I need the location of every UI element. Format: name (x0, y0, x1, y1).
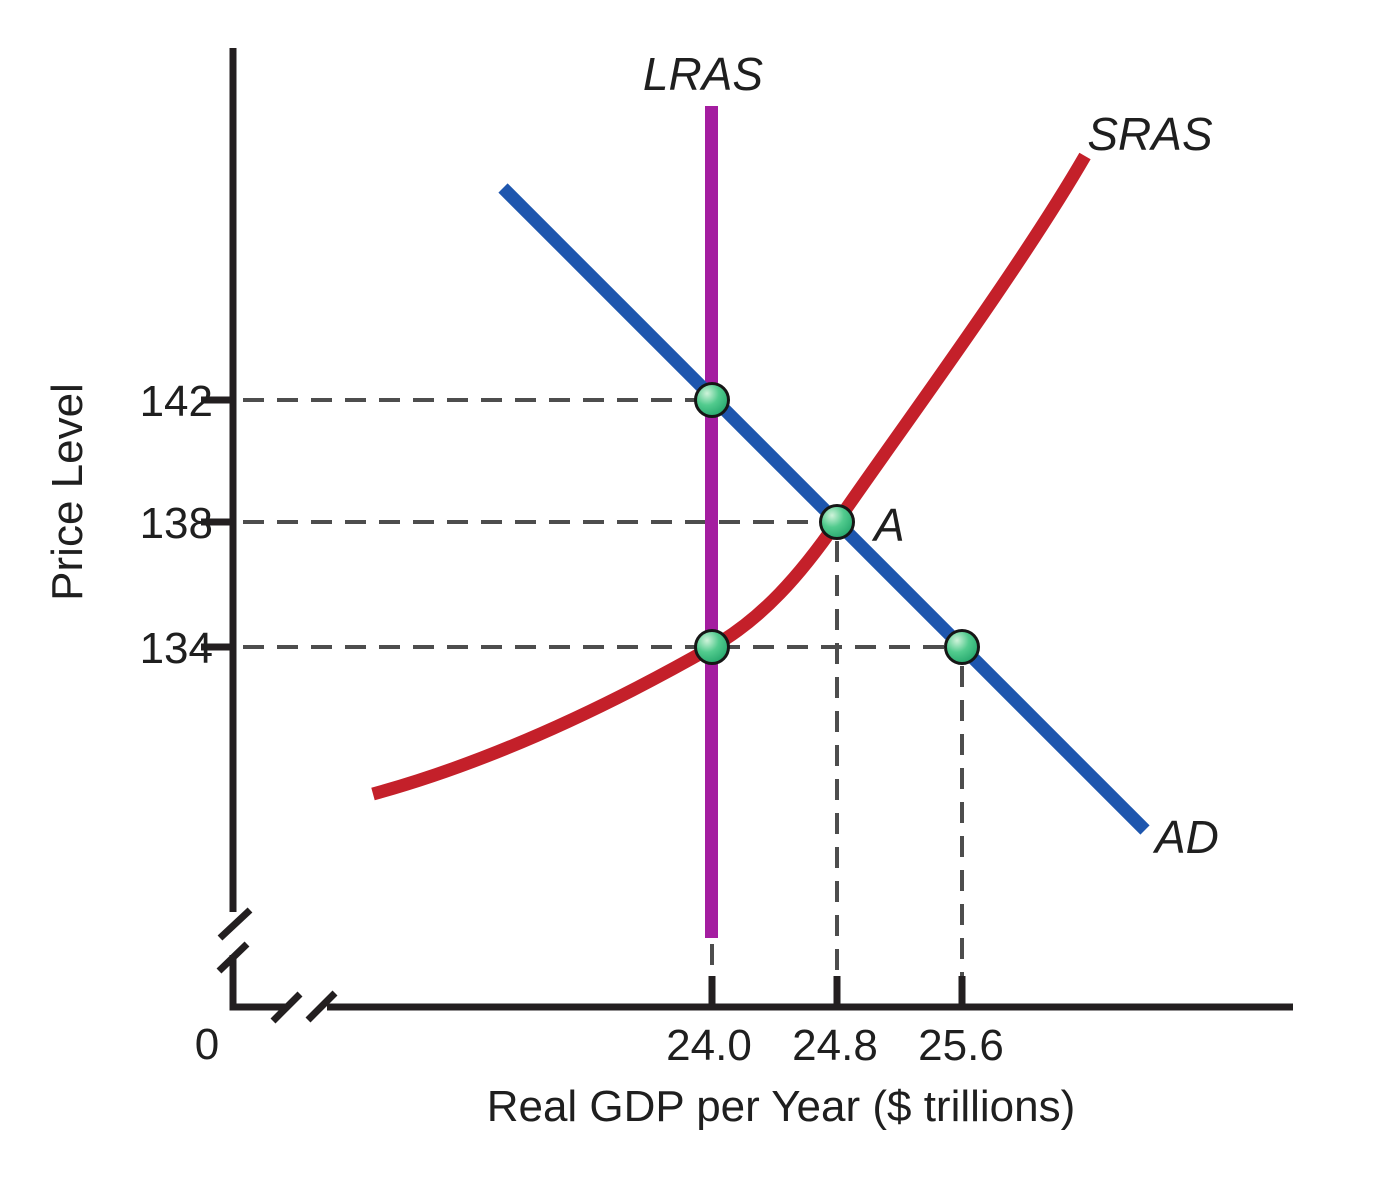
x-tick-marks (708, 976, 966, 1007)
point-lras-ad-142 (694, 382, 730, 418)
sras-curve (371, 152, 1091, 801)
y-tick-134: 134 (140, 624, 213, 673)
y-axis-break-marks (216, 907, 253, 974)
point-a-label: A (871, 499, 905, 551)
x-tick-25-6: 25.6 (918, 1021, 1004, 1070)
point-lras-sras-134 (694, 629, 730, 665)
y-tick-labels: 142 138 134 (140, 377, 213, 673)
x-tick-labels: 24.0 24.8 25.6 (666, 1021, 1004, 1070)
y-tick-138: 138 (140, 499, 213, 548)
x-tick-24-8: 24.8 (792, 1021, 878, 1070)
marked-points (694, 382, 980, 665)
y-axis-title: Price Level (43, 383, 92, 601)
sras-label: SRAS (1087, 108, 1213, 160)
point-ad-134 (944, 629, 980, 665)
x-tick-24-0: 24.0 (666, 1021, 752, 1070)
origin-label: 0 (195, 1020, 219, 1069)
x-axis-break-marks (270, 990, 338, 1024)
point-a-sras-ad-138 (819, 504, 855, 540)
x-axis-title: Real GDP per Year ($ trillions) (487, 1082, 1076, 1131)
ad-line (498, 183, 1150, 835)
dashed-guides (243, 398, 964, 1001)
lras-label: LRAS (643, 48, 763, 100)
ad-label: AD (1152, 811, 1219, 863)
y-tick-marks (201, 396, 233, 651)
axes (216, 48, 1293, 1024)
y-tick-142: 142 (140, 377, 213, 426)
